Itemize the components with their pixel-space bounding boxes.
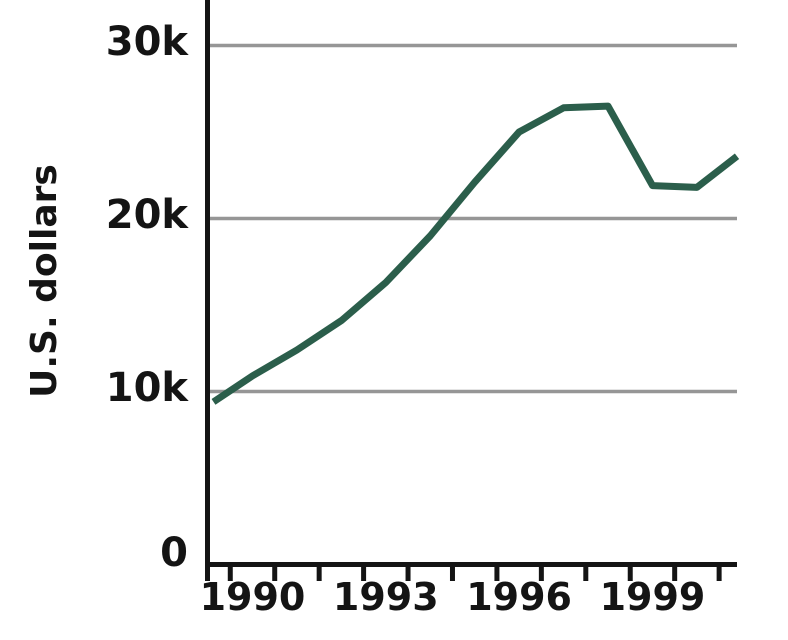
data-line (211, 102, 740, 405)
y-tick-label: 0 (160, 530, 188, 576)
x-tick-label: 1999 (599, 575, 706, 619)
x-tick-label: 1996 (466, 575, 572, 619)
y-tick-label: 20k (105, 191, 188, 238)
x-axis-ticks (227, 563, 722, 581)
x-tick-label: 1993 (332, 575, 439, 619)
y-tick-label: 30k (105, 18, 188, 65)
y-tick-label: 10k (105, 364, 188, 411)
y-axis-title: U.S. dollars (24, 164, 65, 398)
x-tick-label: 1990 (199, 575, 306, 619)
gridlines (209, 43, 737, 394)
